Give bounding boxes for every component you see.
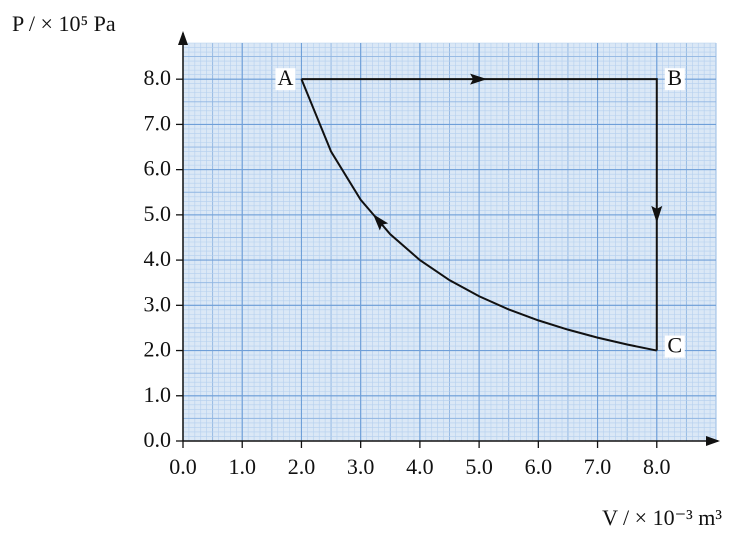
y-tick-label: 6.0 (144, 156, 172, 181)
y-tick-label: 1.0 (144, 382, 172, 407)
x-tick-label: 0.0 (169, 454, 197, 479)
x-tick-label: 1.0 (228, 454, 256, 479)
point-label: A (277, 65, 293, 90)
x-tick-label: 7.0 (584, 454, 612, 479)
x-axis-arrow (706, 436, 720, 446)
x-tick-label: 8.0 (643, 454, 671, 479)
line (300, 78, 657, 352)
label-background (275, 68, 296, 91)
x-tick-label: 3.0 (347, 454, 375, 479)
label-background (664, 68, 685, 91)
point-label: B (667, 65, 682, 90)
x-tick-label: 2.0 (288, 454, 316, 479)
direction-arrow (372, 214, 389, 231)
point-label: C (667, 333, 682, 358)
y-tick-label: 5.0 (144, 201, 172, 226)
x-tick-label: 4.0 (406, 454, 434, 479)
y-tick-label: 2.0 (144, 337, 172, 362)
x-tick-label: 6.0 (525, 454, 553, 479)
y-tick-label: 3.0 (144, 291, 172, 316)
y-tick-label: 4.0 (144, 246, 172, 271)
line (301, 78, 658, 351)
direction-arrow (651, 205, 663, 223)
y-axis-arrow (178, 31, 188, 45)
label-background (664, 335, 685, 358)
y-tick-label: 0.0 (144, 427, 172, 452)
x-axis-label: V / × 10⁻³ m³ (602, 505, 722, 530)
y-tick-label: 8.0 (144, 65, 172, 90)
direction-arrow (470, 73, 488, 85)
x-tick-label: 5.0 (465, 454, 493, 479)
y-tick-label: 7.0 (144, 110, 172, 135)
y-axis-label: P / × 10⁵ Pa (12, 11, 116, 36)
